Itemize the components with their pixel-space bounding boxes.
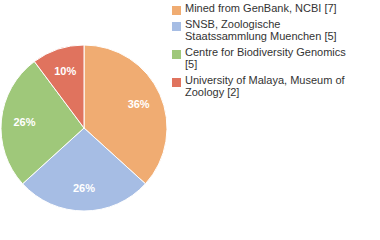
data-label: 26%: [73, 182, 95, 194]
data-label: 26%: [14, 116, 36, 128]
pie: [1, 45, 167, 211]
legend-swatch: [172, 6, 181, 15]
legend-swatch: [172, 22, 181, 31]
legend-swatch: [172, 78, 181, 87]
data-label: 36%: [128, 98, 150, 110]
legend-label: Centre for Biodiversity Genomics[5]: [185, 46, 346, 70]
chart: 36% 26% 26% 10% Mined from GenBank, NCBI [7]…: [0, 0, 380, 240]
legend-label: Mined from GenBank, NCBI [7]: [185, 2, 337, 14]
legend-item: Centre for Biodiversity Genomics[5]: [172, 46, 346, 70]
pie-slice: [34, 45, 84, 128]
legend-item: SNSB, ZoologischeStaatssammlung Muenchen…: [172, 18, 337, 42]
legend-swatch: [172, 50, 181, 59]
legend-item: University of Malaya, Museum ofZoology […: [172, 74, 345, 98]
data-label: 10%: [54, 65, 76, 77]
data-labels: 36% 26% 26% 10%: [14, 65, 150, 193]
legend-label: University of Malaya, Museum ofZoology […: [185, 74, 345, 98]
legend-item: Mined from GenBank, NCBI [7]: [172, 2, 337, 15]
legend-label: SNSB, ZoologischeStaatssammlung Muenchen…: [185, 18, 337, 42]
legend: Mined from GenBank, NCBI [7] SNSB, Zoolog…: [172, 2, 346, 98]
